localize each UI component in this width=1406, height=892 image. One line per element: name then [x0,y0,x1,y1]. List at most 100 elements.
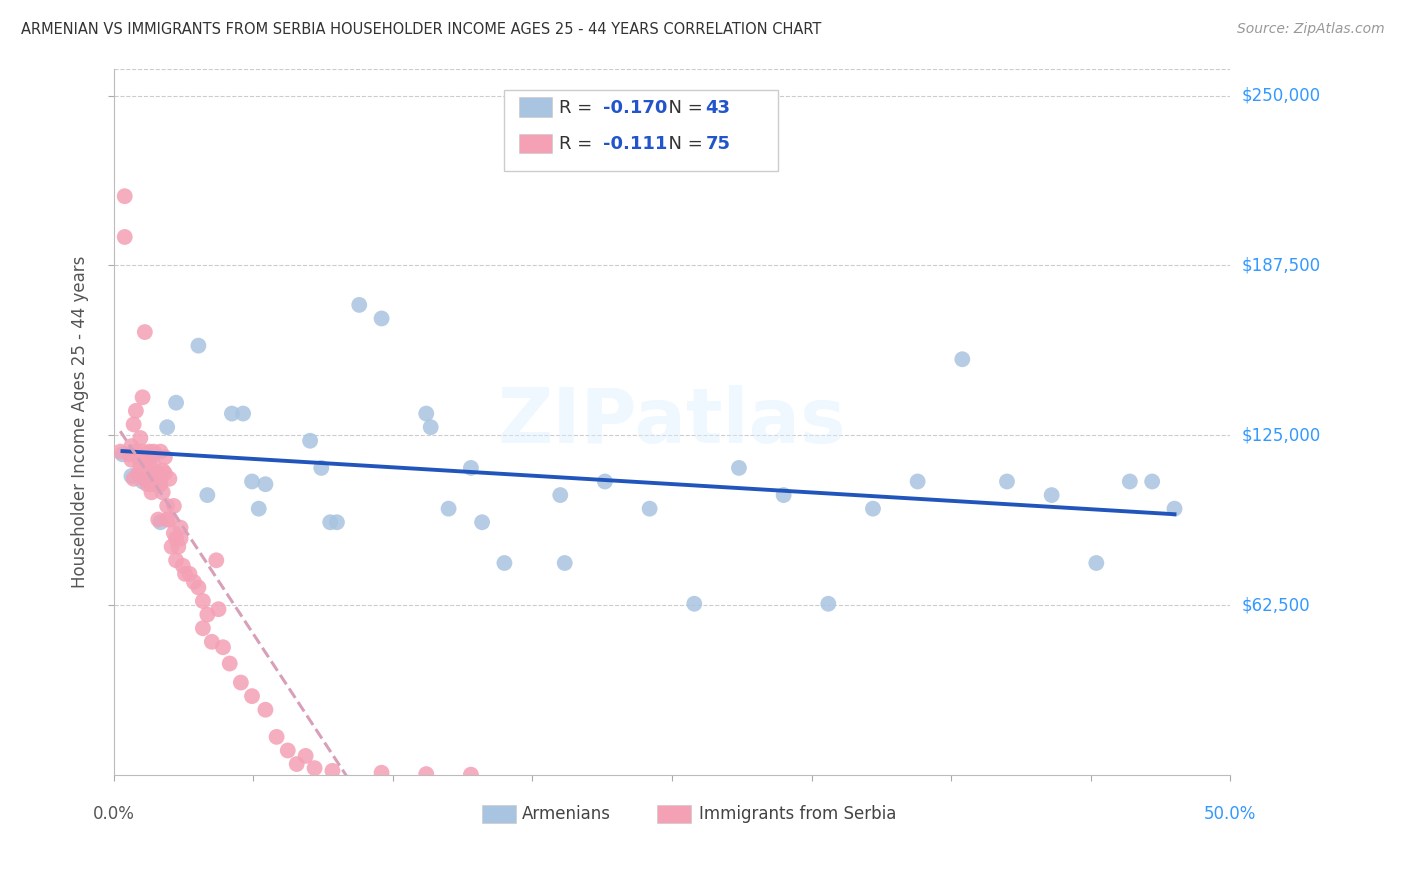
Point [165,553,187,567]
Point [134,325,156,339]
Point [153,467,176,481]
Point [321,764,343,778]
Point [221,407,243,421]
Point [165,395,187,409]
Point [370,311,392,326]
Point [349,298,371,312]
Point [415,767,437,781]
Point [1140,475,1163,489]
Point [114,189,136,203]
Text: ZIPatlas: ZIPatlas [498,384,846,458]
Point [157,472,180,486]
Point [163,526,186,541]
Point [141,485,163,500]
Point [326,515,349,529]
Point [294,748,316,763]
Point [142,444,165,458]
Point [167,540,190,554]
Point [114,230,136,244]
Point [277,743,299,757]
Point [149,444,172,458]
FancyBboxPatch shape [482,805,516,823]
Point [134,472,156,486]
Point [169,532,191,546]
Text: $250,000: $250,000 [1241,87,1320,104]
Point [148,477,170,491]
Point [471,515,494,529]
Point [110,444,132,458]
Text: R =: R = [560,99,598,117]
Point [169,521,191,535]
Text: R =: R = [560,135,605,153]
Point [218,657,240,671]
Point [172,558,194,573]
Point [179,566,201,581]
Point [131,444,153,458]
Point [207,602,229,616]
Point [419,420,441,434]
Point [299,434,322,448]
Point [120,469,142,483]
Text: 0.0%: 0.0% [93,805,135,823]
Point [995,475,1018,489]
FancyBboxPatch shape [658,805,690,823]
Point [149,515,172,529]
Point [156,499,179,513]
Text: Immigrants from Serbia: Immigrants from Serbia [699,805,896,823]
Point [153,450,176,464]
Point [683,597,706,611]
Point [1119,475,1142,489]
Point [229,675,252,690]
Text: $187,500: $187,500 [1241,257,1320,275]
Point [548,488,571,502]
Text: N =: N = [658,99,709,117]
Point [157,512,180,526]
Point [111,447,134,461]
Point [187,581,209,595]
Text: ARMENIAN VS IMMIGRANTS FROM SERBIA HOUSEHOLDER INCOME AGES 25 - 44 YEARS CORRELA: ARMENIAN VS IMMIGRANTS FROM SERBIA HOUSE… [21,22,821,37]
Point [247,501,270,516]
Point [460,767,482,781]
Text: 75: 75 [706,135,731,153]
Point [156,420,179,434]
Point [232,407,254,421]
Point [195,607,218,622]
Point [266,730,288,744]
Point [1085,556,1108,570]
Point [309,461,332,475]
Point [554,556,576,570]
Point [145,477,167,491]
Point [142,458,165,473]
Point [145,467,167,481]
Point [205,553,228,567]
Point [125,404,148,418]
Point [370,765,392,780]
Point [148,512,170,526]
Point [460,461,482,475]
Point [240,689,263,703]
Text: Armenians: Armenians [522,805,612,823]
Point [817,597,839,611]
Point [152,464,174,478]
Text: N =: N = [658,135,709,153]
Point [165,532,187,546]
Text: $125,000: $125,000 [1241,426,1320,444]
Point [494,556,516,570]
Point [638,501,661,516]
Point [191,594,214,608]
FancyBboxPatch shape [519,97,553,117]
Point [131,475,153,489]
Point [285,757,308,772]
Point [120,439,142,453]
Point [138,444,160,458]
Point [141,472,163,486]
Point [149,477,172,491]
Point [1163,501,1185,516]
Point [120,452,142,467]
FancyBboxPatch shape [519,134,553,153]
Point [141,477,163,491]
Point [437,501,460,516]
Point [593,475,616,489]
Point [1040,488,1063,502]
Point [191,621,214,635]
